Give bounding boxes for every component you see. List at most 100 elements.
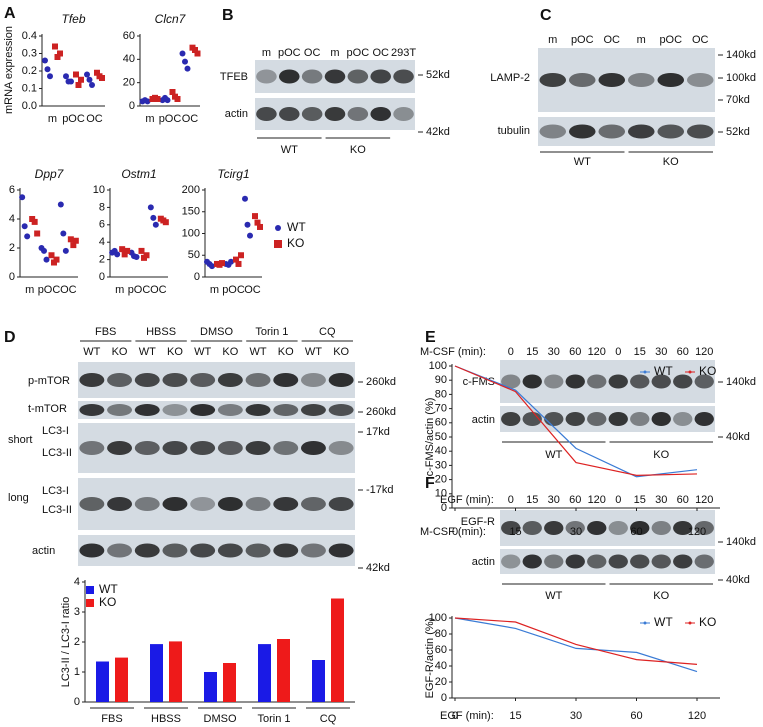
data-point: [209, 263, 215, 270]
blot-band: [217, 373, 243, 387]
blot-band: [587, 412, 607, 426]
data-point: [52, 43, 58, 50]
lane-label: pOC: [278, 47, 301, 59]
legend-label: KO: [287, 236, 304, 250]
data-point: [144, 98, 151, 105]
y-tick-label: 90: [435, 374, 447, 386]
group-label: WT: [545, 590, 562, 602]
y-tick-label: 2: [99, 254, 105, 266]
blot-band: [393, 107, 414, 121]
x-tick-label: FBS: [101, 713, 122, 725]
blot-band: [134, 543, 160, 558]
blot-band: [370, 69, 392, 84]
legend-marker: [688, 621, 692, 625]
lane-label: 15: [634, 346, 646, 358]
blot-band: [694, 412, 714, 426]
group-label: WT: [574, 156, 591, 168]
legend-label: KO: [699, 615, 716, 629]
blot-band: [134, 497, 160, 511]
lane-label: 0: [615, 494, 621, 506]
group-label: KO: [653, 590, 669, 602]
x-tick-label: OC: [60, 284, 77, 296]
blot-band: [694, 374, 714, 389]
bar: [312, 660, 325, 702]
data-point: [70, 242, 77, 249]
chart-title: Dpp7: [35, 167, 65, 181]
x-tick-label: m: [145, 113, 154, 125]
bar: [150, 644, 163, 702]
blot-band: [651, 374, 671, 389]
blot-band: [694, 521, 714, 535]
marker-label: 52kd: [426, 69, 450, 81]
blot-band: [501, 374, 521, 389]
blot-band: [544, 374, 564, 389]
y-tick-label: 10: [435, 488, 447, 500]
x-tick-label: pOC: [38, 284, 61, 296]
blot-band: [79, 543, 105, 558]
data-point: [147, 204, 154, 211]
lane-label: WT: [83, 346, 100, 358]
blot-band: [300, 404, 326, 416]
blot-band: [162, 497, 188, 511]
marker-label: 52kd: [726, 126, 750, 138]
x-tick-label: pOC: [62, 113, 85, 125]
row-label: LAMP-2: [490, 72, 530, 84]
blot-band: [630, 521, 650, 535]
data-point: [54, 54, 61, 60]
blot-band: [694, 554, 714, 569]
y-tick-label: 150: [182, 206, 200, 218]
blot-band: [657, 73, 685, 87]
lane-label: 120: [695, 494, 713, 506]
data-point: [43, 256, 50, 263]
lane-label: KO: [333, 346, 349, 358]
bar: [223, 663, 236, 702]
blot-band: [273, 543, 299, 558]
blot-band: [630, 554, 650, 569]
line: [454, 617, 698, 665]
row-label: LC3-II: [42, 447, 72, 459]
data-point: [84, 71, 90, 78]
x-axis-label: EGF (min):: [440, 710, 494, 722]
x-tick-label: 0: [452, 710, 458, 722]
blot-band: [565, 521, 585, 535]
x-tick-label: 60: [630, 710, 642, 722]
y-tick-label: 20: [435, 474, 447, 486]
blot-band: [162, 441, 188, 455]
bar: [277, 639, 290, 702]
lane-label: WT: [194, 346, 211, 358]
blot-band: [107, 373, 133, 387]
y-tick-label: 8: [99, 201, 105, 213]
group-label: WT: [545, 449, 562, 461]
row-label: short: [8, 434, 32, 446]
x-tick-label: 15: [509, 710, 521, 722]
marker-label: 70kd: [726, 94, 750, 106]
y-tick-label: 70: [435, 403, 447, 415]
data-point: [72, 237, 79, 244]
data-point: [42, 57, 48, 64]
blot-band: [245, 373, 271, 387]
lane-label: 60: [677, 494, 689, 506]
row-label: p-mTOR: [28, 375, 70, 387]
data-point: [152, 221, 159, 228]
y-tick-label: 40: [123, 53, 135, 65]
blot-band: [565, 554, 585, 569]
x-tick-label: 120: [688, 710, 706, 722]
x-tick-label: HBSS: [151, 713, 181, 725]
blot-band: [608, 374, 628, 389]
data-point: [63, 73, 69, 80]
data-point: [114, 251, 121, 258]
blot-band: [673, 521, 693, 535]
data-point: [62, 247, 69, 254]
blot-strip: [538, 117, 715, 146]
data-point: [184, 65, 191, 72]
blot-band: [651, 554, 671, 569]
data-point: [169, 89, 176, 95]
bar: [96, 661, 109, 702]
y-tick-label: 0.3: [22, 47, 37, 59]
blot-band: [568, 73, 596, 87]
blot-band: [107, 404, 133, 416]
data-point: [57, 201, 64, 208]
lane-label: 120: [588, 346, 606, 358]
panel-letter: F: [425, 475, 435, 492]
row-label: TFEB: [220, 71, 248, 83]
